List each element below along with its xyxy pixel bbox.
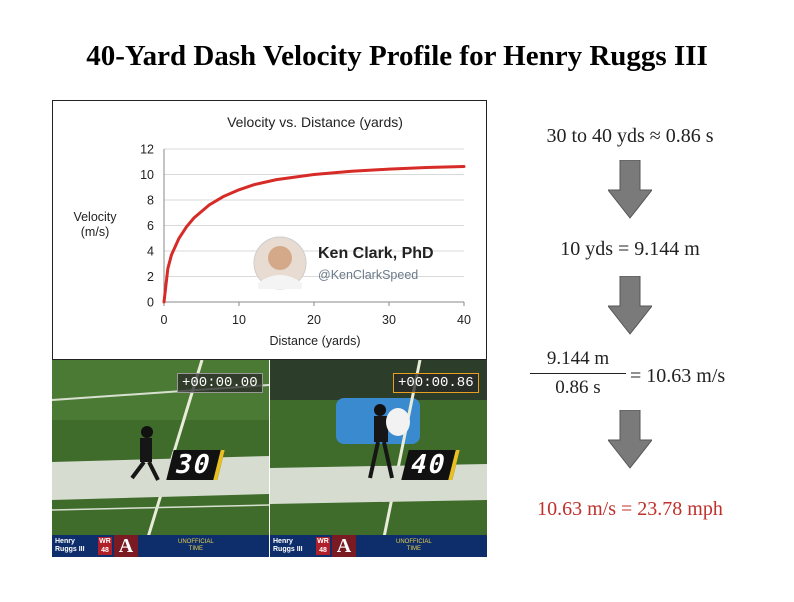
velocity-chart-svg: Velocity vs. Distance (yards) Distance (… [73,114,471,348]
unofficial-label: UNOFFICIAL [178,539,214,545]
avatar-face [268,246,292,270]
calc-step-velocity: 9.144 m 0.86 s = 10.63 m/s [500,348,760,408]
x-tick-label: 40 [457,313,471,327]
school-logo: A [114,535,138,557]
player-position: WR 48 [98,537,112,555]
y-axis-label-line2: (m/s) [81,225,109,239]
position-label: WR [99,538,111,545]
down-arrow-icon [608,160,652,219]
x-tick-label: 20 [307,313,321,327]
watermark: Ken Clark, PhD @KenClarkSpeed [253,236,434,290]
y-tick-label: 10 [140,168,154,182]
player-banner: Henry Ruggs III WR 48 A UNOFFICIAL TIME [52,535,269,557]
y-tick-label: 6 [147,219,154,233]
player-first-name: Henry [55,538,75,545]
school-logo: A [332,535,356,557]
x-axis-label: Distance (yards) [270,334,361,348]
fraction-result: = 10.63 m/s [630,365,726,387]
chart-title: Velocity vs. Distance (yards) [227,114,403,130]
calc-step-distance: 10 yds = 9.144 m [560,238,700,260]
watermark-name: Ken Clark, PhD [318,245,434,262]
y-tick-label: 4 [147,245,154,259]
x-tick-label: 10 [232,313,246,327]
yard-marker: 40 [401,450,461,480]
velocity-chart: Velocity vs. Distance (yards) Distance (… [52,100,487,360]
down-arrow-icon [608,410,652,469]
position-label: WR [317,538,329,545]
unofficial-time-label: UNOFFICIAL TIME [396,539,432,553]
x-tick-label: 30 [382,313,396,327]
x-tick-label: 0 [161,313,168,327]
velocity-series-line [162,165,466,304]
player-last-name: Ruggs III [55,546,85,553]
player-name: Henry Ruggs III [55,538,85,554]
y-tick-label: 8 [147,194,154,208]
watermark-handle: @KenClarkSpeed [318,268,418,282]
y-tick-label: 2 [147,270,154,284]
y-tick-label: 0 [147,296,154,310]
player-banner: Henry Ruggs III WR 48 A UNOFFICIAL TIME [270,535,487,557]
jersey-number: 48 [101,547,109,554]
fraction-denominator: 0.86 s [555,377,601,398]
player-name: Henry Ruggs III [273,538,303,554]
fraction-numerator: 9.144 m [530,348,626,374]
timer-display: +00:00.86 [393,373,479,393]
avatar-shoulders [258,275,302,289]
yard-marker: 30 [166,450,226,480]
calc-step-time: 30 to 40 yds ≈ 0.86 s [546,125,714,147]
down-arrow-icon [608,276,652,335]
page-title: 40-Yard Dash Velocity Profile for Henry … [86,40,708,72]
calc-step-mph: 10.63 m/s = 23.78 mph [537,498,723,520]
unofficial-label: UNOFFICIAL [396,539,432,545]
calculation-panel: 30 to 40 yds ≈ 0.86 s 10 yds = 9.144 m 9… [500,0,760,602]
video-frame-end: +00:00.86 40 Henry Ruggs III WR 48 A UNOFF… [270,360,487,557]
player-position: WR 48 [316,537,330,555]
time-label: TIME [188,546,203,552]
unofficial-time-label: UNOFFICIAL TIME [178,539,214,553]
player-last-name: Ruggs III [273,546,303,553]
jersey-number: 48 [319,547,327,554]
velocity-fraction: 9.144 m 0.86 s [530,348,626,399]
timer-display: +00:00.00 [177,373,263,393]
video-frame-start: +00:00.00 30 Henry Ruggs III WR 48 A UNOFF… [52,360,269,557]
player-first-name: Henry [273,538,293,545]
time-label: TIME [406,546,421,552]
y-axis-label-line1: Velocity [73,210,117,224]
y-tick-label: 12 [140,143,154,157]
